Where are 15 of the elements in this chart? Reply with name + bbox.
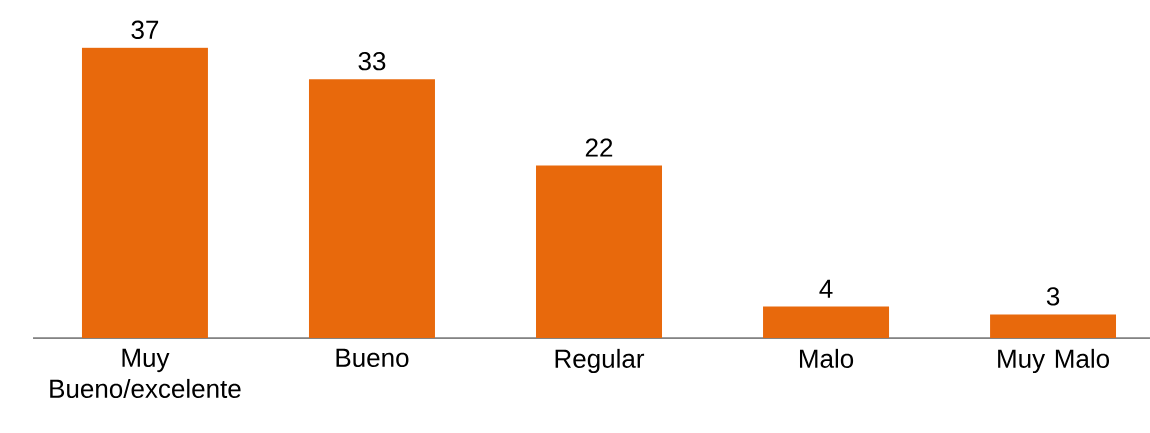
data-label: 33	[358, 51, 386, 71]
x-tick-label: Bueno	[336, 348, 409, 367]
data-label: 37	[131, 20, 159, 39]
x-tick-label: Regular	[555, 348, 645, 374]
x-tick-label: Muy Malo	[998, 348, 1110, 374]
data-label: 4	[819, 279, 833, 298]
x-tick-label: Malo	[799, 348, 854, 368]
data-label: 22	[585, 138, 613, 157]
bar	[990, 314, 1117, 338]
bar	[536, 165, 663, 338]
data-label: 3	[1046, 287, 1060, 306]
bar	[81, 47, 208, 338]
bar	[763, 306, 890, 338]
x-tick-label: Muy Bueno/excelente	[50, 348, 241, 398]
bar	[308, 79, 435, 338]
